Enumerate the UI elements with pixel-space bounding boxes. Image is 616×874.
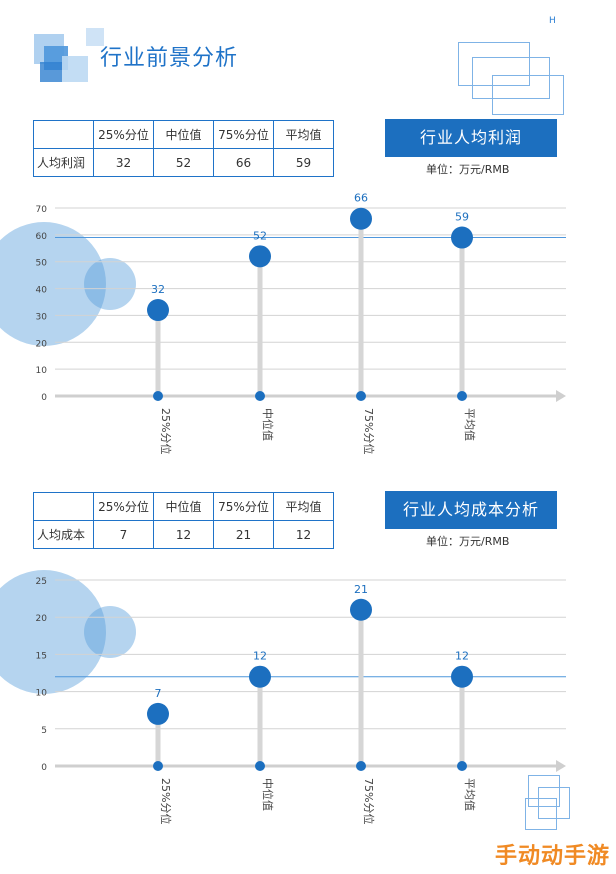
cost-table: 25%分位 中位值 75%分位 平均值 人均成本 7 12 21 12	[33, 492, 334, 549]
cost-chart: 0 5 10 15 20 25 7 25%分位 12 中位值 21 75%分位 12 平均值	[0, 570, 566, 824]
table-cell: 66	[213, 148, 274, 177]
data-label: 7	[155, 687, 162, 700]
data-label: 52	[253, 229, 267, 242]
y-tick-label: 30	[36, 312, 48, 322]
table-row-label: 人均利润	[33, 148, 94, 177]
data-point	[249, 665, 271, 688]
data-point	[147, 299, 169, 322]
data-point	[451, 226, 473, 249]
deco-bubble	[84, 258, 136, 310]
deco-frame	[528, 775, 560, 807]
data-label: 12	[253, 650, 267, 663]
profit-banner: 行业人均利润	[385, 119, 557, 157]
table-header-cell: 75%分位	[213, 120, 274, 149]
data-point	[249, 245, 271, 268]
data-point	[350, 598, 372, 621]
x-tick-label: 中位值	[261, 778, 275, 811]
deco-bubble	[84, 606, 136, 658]
table-row: 人均利润 32 52 66 59	[33, 148, 334, 177]
table-row-label: 人均成本	[33, 520, 94, 549]
table-header-cell: 25%分位	[93, 492, 154, 521]
table-cell: 32	[93, 148, 154, 177]
site-watermark: 手动动手游	[494, 844, 610, 869]
axis-dot	[356, 761, 366, 771]
table-header-cell: 25%分位	[93, 120, 154, 149]
data-point	[350, 207, 372, 230]
y-tick-label: 10	[36, 366, 48, 376]
profit-table: 25%分位 中位值 75%分位 平均值 人均利润 32 52 66 59	[33, 120, 334, 177]
table-cell: 12	[273, 520, 334, 549]
y-tick-label: 15	[36, 651, 47, 661]
profit-unit: 单位：万元/RMB	[426, 163, 510, 176]
deco-frame	[458, 42, 530, 86]
table-header-cell: 平均值	[273, 120, 334, 149]
table-row: 人均成本 7 12 21 12	[33, 520, 334, 549]
deco-bubble	[0, 570, 106, 694]
deco-square	[62, 56, 88, 82]
table-header-cell	[33, 120, 94, 149]
axis-dot	[153, 761, 163, 771]
table-header-cell: 中位值	[153, 492, 214, 521]
x-axis-arrow	[556, 390, 566, 402]
corner-mark: H	[549, 16, 556, 26]
axis-dot	[457, 761, 467, 771]
deco-square	[40, 62, 62, 82]
table-header-row: 25%分位 中位值 75%分位 平均值	[33, 120, 334, 149]
cost-unit: 单位：万元/RMB	[426, 535, 510, 548]
axis-dot	[457, 391, 467, 401]
data-label: 32	[151, 283, 165, 296]
deco-frame	[538, 787, 570, 819]
axis-dot	[255, 761, 265, 771]
cost-banner: 行业人均成本分析	[385, 491, 557, 529]
x-axis-arrow	[556, 760, 566, 772]
y-tick-label: 50	[36, 259, 48, 269]
profit-chart: 0 10 20 30 40 50 60 70 32 25%分位 52 中位值 66 75%分位 59 平均值	[0, 192, 566, 454]
y-tick-label: 0	[41, 393, 47, 403]
axis-dot	[153, 391, 163, 401]
y-tick-label: 5	[41, 726, 47, 736]
data-point	[147, 702, 169, 725]
x-tick-label: 75%分位	[362, 408, 376, 454]
y-tick-label: 0	[41, 763, 47, 773]
data-label: 66	[354, 192, 368, 205]
deco-frame	[525, 798, 557, 830]
page-title: 行业前景分析	[100, 46, 239, 71]
x-tick-label: 中位值	[261, 408, 275, 441]
table-header-row: 25%分位 中位值 75%分位 平均值	[33, 492, 334, 521]
table-cell: 52	[153, 148, 214, 177]
data-label: 21	[354, 583, 368, 596]
data-label: 59	[455, 211, 469, 224]
x-tick-label: 25%分位	[159, 408, 173, 454]
table-header-cell: 平均值	[273, 492, 334, 521]
y-tick-label: 25	[36, 577, 47, 587]
deco-square	[86, 28, 104, 46]
y-tick-label: 20	[36, 339, 48, 349]
y-tick-label: 40	[36, 286, 48, 296]
table-header-cell	[33, 492, 94, 521]
table-cell: 7	[93, 520, 154, 549]
x-tick-label: 平均值	[463, 778, 476, 811]
x-tick-label: 75%分位	[362, 778, 376, 824]
deco-frame	[492, 75, 564, 115]
data-label: 12	[455, 650, 469, 663]
table-header-cell: 中位值	[153, 120, 214, 149]
table-header-cell: 75%分位	[213, 492, 274, 521]
axis-dot	[255, 391, 265, 401]
y-tick-label: 10	[36, 689, 48, 699]
x-tick-label: 25%分位	[159, 778, 173, 824]
y-tick-label: 60	[36, 232, 48, 242]
y-tick-label: 70	[36, 205, 48, 215]
deco-frame	[472, 57, 550, 99]
axis-dot	[356, 391, 366, 401]
table-cell: 12	[153, 520, 214, 549]
data-point	[451, 665, 473, 688]
table-cell: 21	[213, 520, 274, 549]
y-tick-label: 20	[36, 614, 48, 624]
table-cell: 59	[273, 148, 334, 177]
x-tick-label: 平均值	[463, 408, 476, 441]
